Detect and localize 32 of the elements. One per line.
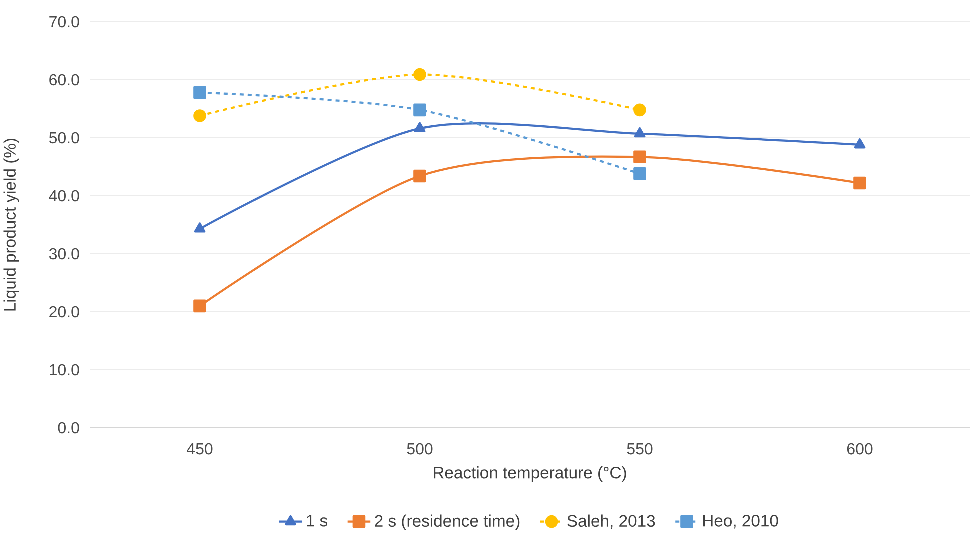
point: [194, 300, 206, 313]
legend-label: 1 s: [307, 515, 328, 527]
point: [194, 222, 206, 233]
legend-label: Heo, 2010: [703, 515, 778, 529]
point: [634, 104, 646, 117]
legend-label: 2 s (residence time): [375, 514, 520, 530]
y-tick-label: 50.0: [49, 132, 80, 144]
y-tick-label: 40.0: [49, 190, 80, 202]
y-tick-label: 0.0: [58, 422, 80, 434]
point: [194, 110, 206, 122]
y-tick-label: 70.0: [50, 16, 80, 28]
point: [634, 128, 646, 138]
point: [634, 150, 646, 164]
point: [634, 168, 646, 180]
point: [194, 86, 206, 100]
point: [854, 176, 866, 190]
x-tick-label: 600: [847, 443, 873, 455]
point: [414, 68, 426, 82]
x-tick-label: 500: [407, 443, 433, 455]
x-tick-label: 550: [627, 443, 653, 455]
legend-label: Saleh, 2013: [568, 514, 656, 530]
point: [414, 122, 426, 132]
y-axis-title: Liquid product yield (%): [4, 139, 20, 311]
point: [414, 104, 426, 117]
y-tick-label: 20.0: [50, 306, 80, 318]
point: [414, 170, 426, 183]
y-tick-label: 30.0: [49, 248, 80, 260]
y-tick-label: 10.0: [50, 364, 80, 376]
x-tick-label: 450: [187, 443, 213, 455]
point: [854, 138, 866, 149]
y-tick-label: 60.0: [50, 74, 80, 86]
x-axis-title: Reaction temperature (°C): [434, 466, 626, 482]
